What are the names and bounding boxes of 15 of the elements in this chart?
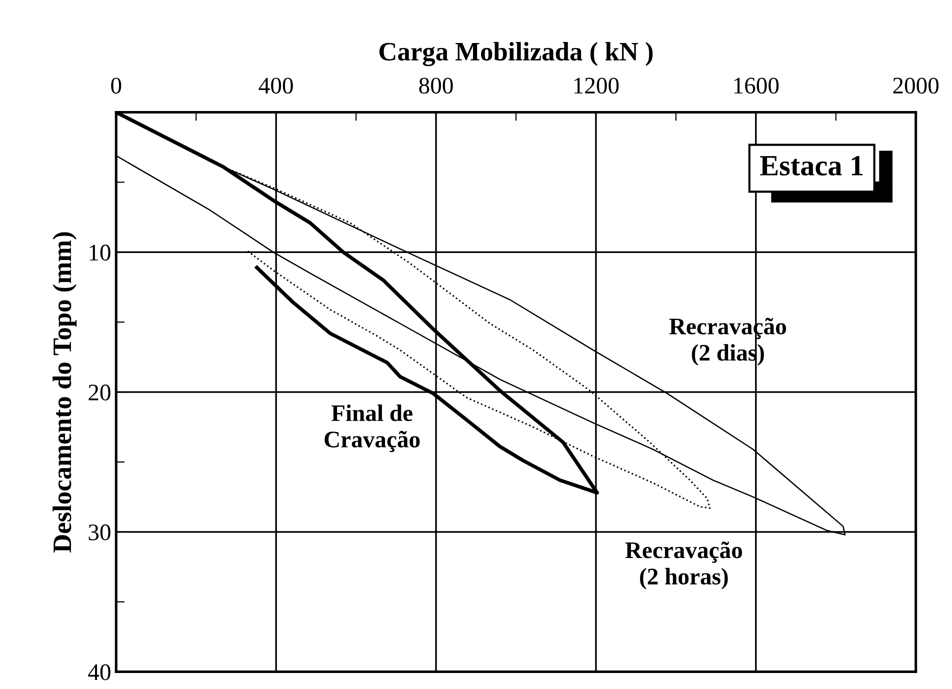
annotation: Recravação (2 horas) [625,542,742,590]
x-tick-label: 0 [111,78,122,94]
annotation: Final de Cravação [324,404,420,452]
y-tick-label: 20 [88,384,110,400]
x-tick-label: 800 [419,78,453,94]
y-axis-title: Deslocamento do Topo (mm) [52,232,77,552]
annotation: Estaca 1 [760,156,863,176]
y-tick-label: 10 [90,244,110,261]
x-tick-label: 400 [258,78,293,94]
x-tick-label: 2000 [893,78,939,94]
y-tick-label: 40 [88,664,110,680]
y-tick-label: 30 [88,524,110,540]
x-axis-title: Carga Mobilizada ( kN ) [379,42,653,66]
x-tick-label: 1600 [734,78,779,94]
x-tick-label: 1200 [574,78,619,94]
